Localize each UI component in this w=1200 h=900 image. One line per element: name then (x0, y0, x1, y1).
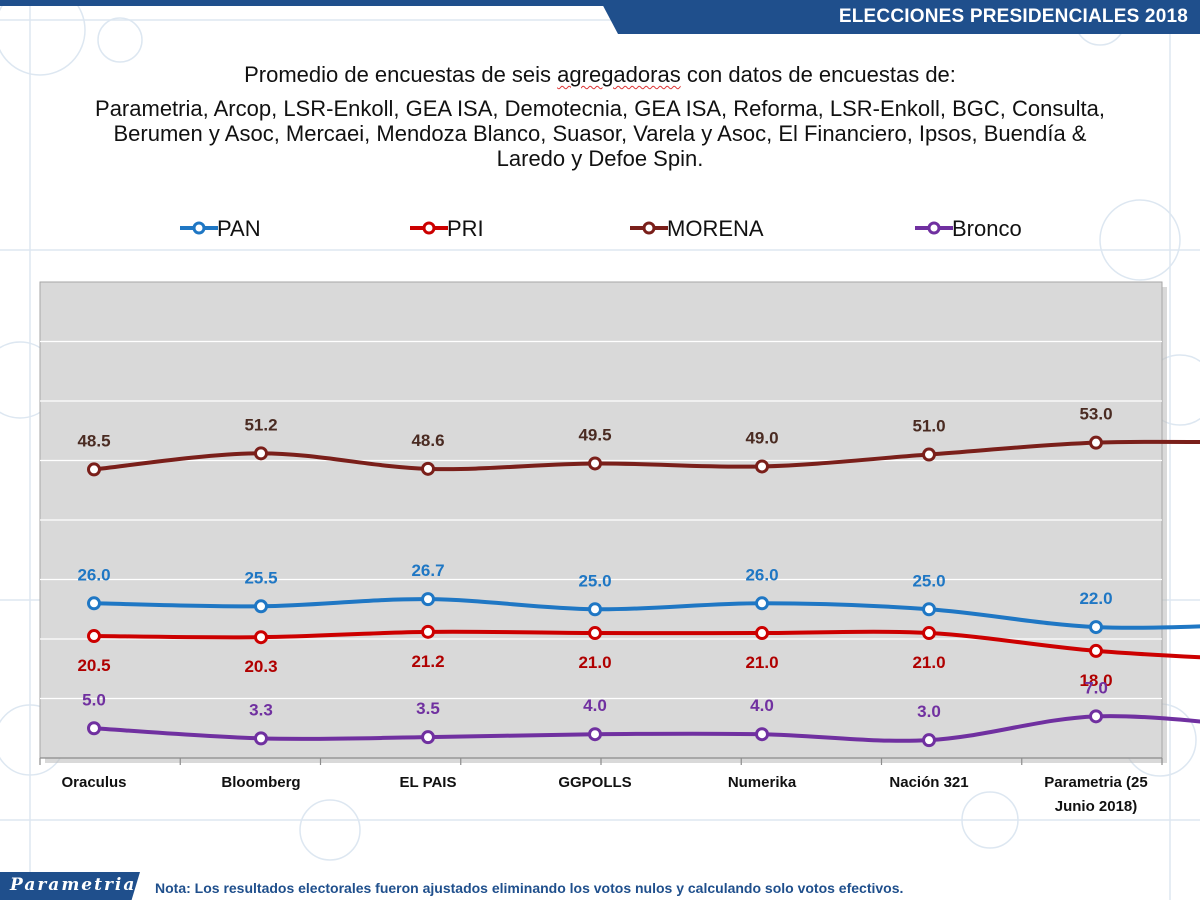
x-tick-label: Bloomberg (221, 774, 300, 791)
data-point-morena (588, 456, 602, 471)
sources-line-1: Parametria, Arcop, LSR-Enkoll, GEA ISA, … (95, 96, 1105, 121)
data-point-morena (755, 459, 769, 474)
series-line-morena (93, 439, 1200, 472)
data-point-pan (755, 596, 769, 611)
data-label-pan: 26.0 (745, 565, 778, 584)
data-point-pri (421, 624, 435, 639)
subtitle-text-b: con datos de encuestas de: (680, 62, 956, 87)
data-point-bronco (87, 721, 101, 736)
data-label-pan: 25.0 (912, 571, 945, 590)
series-line-bronco (93, 714, 1200, 743)
header-title: ELECCIONES PRESIDENCIALES 2018 (838, 6, 1188, 27)
x-tick-label: Numerika (728, 774, 797, 791)
data-label-bronco: 5.0 (82, 690, 106, 709)
data-label-morena: 49.0 (745, 428, 778, 447)
data-label-pan: 26.0 (77, 565, 110, 584)
data-point-morena (254, 446, 268, 461)
data-label-bronco: 3.5 (416, 699, 440, 718)
data-point-pri (922, 626, 936, 641)
data-label-pri: 18.0 (1079, 671, 1112, 690)
data-point-bronco (922, 733, 936, 748)
data-point-pri (1089, 643, 1103, 658)
data-point-pan (254, 599, 268, 614)
x-tick-label: EL PAIS (400, 774, 457, 791)
data-label-pri: 20.5 (77, 656, 110, 675)
data-label-morena: 48.6 (411, 431, 444, 450)
x-tick-label: GGPOLLS (558, 774, 631, 791)
data-label-pri: 21.2 (411, 652, 444, 671)
data-label-bronco: 4.0 (583, 696, 607, 715)
data-label-pri: 21.0 (578, 653, 611, 672)
data-point-pan (1089, 620, 1103, 635)
data-label-pan: 22.0 (1079, 589, 1112, 608)
data-label-morena: 49.5 (578, 425, 611, 444)
data-point-pri (254, 630, 268, 645)
data-point-pan (922, 602, 936, 617)
legend-marker-pan (192, 221, 206, 235)
data-label-pri: 20.3 (244, 657, 277, 676)
brand-logo: Parametria (10, 875, 137, 895)
series-line-pri (93, 629, 1200, 660)
legend-label-bronco: Bronco (952, 216, 1022, 241)
x-tick-label: Parametria (25 Junio 2018) (1044, 774, 1147, 815)
legend-label-pri: PRI (447, 216, 484, 241)
data-point-bronco (421, 730, 435, 745)
data-point-pri (588, 626, 602, 641)
data-label-bronco: 7.0 (1084, 678, 1108, 697)
header-banner (600, 0, 1200, 34)
data-label-morena: 51.2 (244, 415, 277, 434)
x-tick-label: Oraculus (61, 774, 126, 791)
data-point-bronco (755, 727, 769, 742)
data-point-pri (755, 626, 769, 641)
x-tick-label: Nación 321 (889, 774, 968, 791)
series-line-pan (93, 597, 1200, 630)
legend-marker-pri (422, 221, 436, 235)
legend-label-morena: MORENA (667, 216, 764, 241)
footer-brand-band (0, 872, 140, 900)
top-bar (0, 0, 1200, 6)
data-label-pan: 26.7 (411, 561, 444, 580)
data-point-bronco (588, 727, 602, 742)
spellcheck-marked-word: agregadoras (557, 62, 681, 87)
data-point-pan (421, 592, 435, 607)
data-label-morena: 53.0 (1079, 405, 1112, 424)
legend-marker-bronco (927, 221, 941, 235)
line-chart: Oraculus Bloomberg EL PAIS GGPOLLS Numerika N… (39, 216, 1200, 815)
data-label-pan: 25.0 (578, 571, 611, 590)
data-point-morena (1089, 435, 1103, 450)
legend-marker-morena (642, 221, 656, 235)
sources-line-2: Berumen y Asoc, Mercaei, Mendoza Blanco,… (113, 121, 1087, 146)
data-label-bronco: 4.0 (750, 696, 774, 715)
data-point-pan (588, 602, 602, 617)
data-label-bronco: 3.3 (249, 700, 273, 719)
chart-subtitle-sources: Parametria, Arcop, LSR-Enkoll, GEA ISA, … (40, 96, 1160, 171)
data-point-bronco (1089, 709, 1103, 724)
data-point-bronco (254, 731, 268, 746)
footer-note: Nota: Los resultados electorales fueron … (155, 880, 904, 896)
data-label-morena: 51.0 (912, 417, 945, 436)
data-label-pri: 21.0 (912, 653, 945, 672)
data-label-morena: 48.5 (77, 431, 110, 450)
subtitle-text-a: Promedio de encuestas de seis (244, 62, 558, 87)
data-label-pan: 25.5 (244, 568, 277, 587)
sources-line-3: Laredo y Defoe Spin. (496, 146, 704, 171)
data-label-bronco: 3.0 (917, 702, 941, 721)
data-point-pri (87, 629, 101, 644)
data-point-morena (87, 462, 101, 477)
data-label-pri: 21.0 (745, 653, 778, 672)
chart-subtitle-line1: Promedio de encuestas de seis agregadora… (40, 62, 1160, 87)
data-point-pan (87, 596, 101, 611)
data-point-morena (421, 461, 435, 476)
data-point-morena (922, 447, 936, 462)
legend-label-pan: PAN (217, 216, 261, 241)
